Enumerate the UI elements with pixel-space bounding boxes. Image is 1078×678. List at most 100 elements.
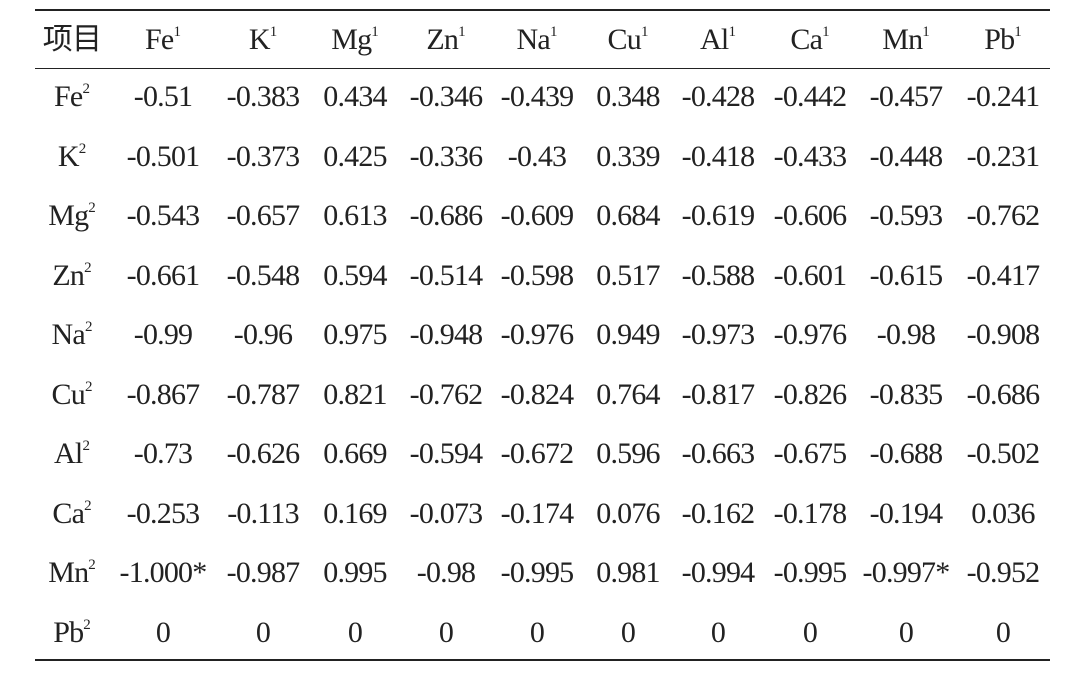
row-label-base: Fe	[54, 80, 83, 113]
data-cell: -0.867	[126, 377, 200, 411]
row-label-sup: 2	[84, 319, 93, 335]
header-cell: Mn1	[882, 25, 930, 55]
data-cell: -0.548	[226, 258, 300, 292]
header-cell-base: K	[248, 23, 271, 56]
row-label: Al2	[54, 439, 90, 469]
data-cell: 0.981	[596, 556, 660, 589]
data-cell: -0.606	[773, 199, 847, 232]
data-cell: -0.593	[869, 199, 943, 232]
row-label: Mg2	[48, 201, 96, 231]
row-label: Mn2	[48, 558, 96, 588]
row-label: Ca2	[52, 496, 91, 530]
data-cell: -0.457	[869, 80, 943, 113]
data-cell: -0.43	[507, 139, 567, 173]
data-cell: 0	[438, 615, 454, 649]
data-cell: -0.231	[966, 139, 1040, 173]
data-cell: 0.434	[323, 80, 387, 113]
row-label-sup: 2	[78, 140, 87, 157]
row-label-sup: 2	[84, 259, 92, 276]
row-label-base: K	[57, 139, 80, 173]
data-cell: -0.762	[966, 199, 1040, 232]
data-cell: -0.663	[681, 437, 755, 470]
data-cell: 0	[529, 615, 545, 649]
data-cell: 0.949	[596, 318, 660, 351]
data-cell: -0.987	[226, 556, 300, 589]
header-cell: Al1	[700, 25, 736, 55]
data-cell: -0.543	[126, 199, 200, 232]
data-cell: -0.439	[500, 80, 574, 113]
row-label-sup: 2	[88, 557, 96, 573]
row-label-sup: 2	[82, 438, 90, 454]
row-label-base: Mg	[48, 199, 89, 232]
row-label: Na2	[52, 320, 93, 350]
data-cell: 0.975	[323, 318, 387, 351]
data-cell: -0.609	[500, 199, 574, 232]
header-cell: K1	[249, 25, 277, 55]
header-cell-sup: 1	[640, 24, 649, 40]
data-cell: -0.594	[409, 437, 483, 470]
row-label-sup: 2	[88, 200, 96, 216]
data-cell: -0.514	[409, 258, 483, 292]
data-cell: -0.952	[966, 556, 1040, 589]
header-cell-sup: 1	[458, 24, 466, 40]
header-cell: Na1	[517, 25, 558, 55]
data-cell: -0.501	[126, 139, 200, 173]
data-cell: -0.433	[773, 139, 847, 173]
data-cell: -0.976	[773, 318, 847, 351]
data-cell: -0.73	[133, 437, 193, 470]
data-cell: 0.613	[323, 199, 387, 232]
data-cell: 0.169	[323, 496, 387, 530]
data-cell: -0.174	[500, 496, 574, 530]
data-cell: -1.000*	[119, 556, 208, 589]
data-cell: 0.821	[323, 377, 387, 411]
data-cell: 0.076	[596, 496, 660, 530]
data-cell: -0.178	[773, 496, 847, 530]
header-cell-sup: 1	[371, 24, 379, 40]
data-cell: 0	[347, 615, 363, 649]
header-cell-sup: 1	[269, 24, 278, 40]
data-cell: 0	[155, 615, 171, 649]
data-cell: 0	[802, 615, 818, 649]
header-rule	[35, 68, 1050, 69]
data-cell: -0.502	[966, 437, 1040, 470]
data-cell: -0.615	[869, 258, 943, 292]
data-cell: -0.817	[681, 377, 755, 411]
bottom-rule	[35, 659, 1050, 661]
header-cell-base: Zn	[426, 23, 459, 56]
header-cell: Mg1	[331, 25, 379, 55]
data-cell: 0.596	[596, 437, 660, 470]
header-cell-base: Ca	[790, 23, 823, 56]
data-cell: -0.686	[966, 377, 1040, 411]
row-label-base: Cu	[51, 377, 86, 411]
row-label-base: Mn	[48, 556, 89, 589]
data-cell: -0.619	[681, 199, 755, 232]
data-cell: -0.672	[500, 437, 574, 470]
data-cell: -0.241	[966, 80, 1040, 113]
data-cell: -0.448	[869, 139, 943, 173]
row-label-base: Pb	[53, 615, 84, 649]
header-cell-base: Pb	[984, 23, 1015, 56]
row-label-base: Ca	[52, 496, 85, 530]
data-cell: -0.588	[681, 258, 755, 292]
data-cell: 0	[995, 615, 1011, 649]
header-cell-base: Al	[700, 23, 729, 56]
header-cell: Fe1	[145, 25, 181, 55]
row-label: Zn2	[52, 259, 92, 291]
data-cell: -0.762	[409, 377, 483, 411]
top-rule	[35, 9, 1050, 11]
data-cell: 0.995	[323, 556, 387, 589]
data-cell: -0.194	[869, 496, 943, 530]
data-cell: -0.51	[133, 80, 193, 113]
data-cell: -0.253	[126, 496, 200, 530]
data-cell: -0.948	[409, 318, 483, 351]
data-cell: -0.162	[681, 496, 755, 530]
data-cell: -0.598	[500, 258, 574, 292]
row-label-sup: 2	[82, 81, 90, 97]
header-cell: Pb1	[984, 25, 1022, 55]
header-cell-base: Cu	[607, 23, 642, 56]
data-cell: -0.442	[773, 80, 847, 113]
data-cell: 0	[710, 615, 726, 649]
data-cell: -0.688	[869, 437, 943, 470]
data-cell: -0.601	[773, 258, 847, 292]
